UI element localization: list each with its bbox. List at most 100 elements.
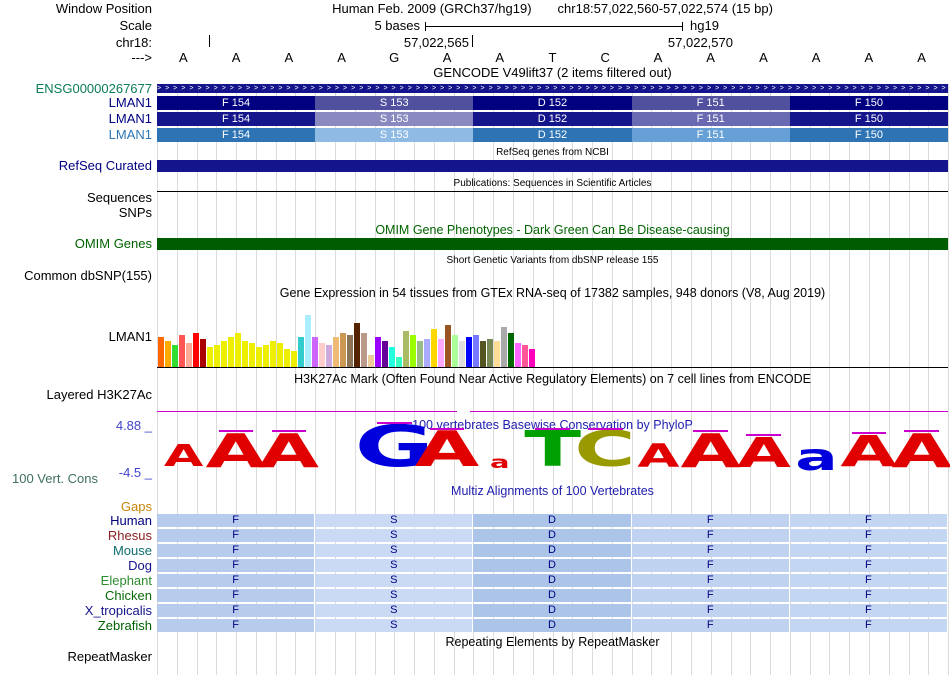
gtex-tissue-bar[interactable]	[298, 337, 304, 367]
gtex-tissue-bar[interactable]	[410, 335, 416, 367]
gtex-tissue-bar[interactable]	[354, 323, 360, 367]
gtex-tissue-bar[interactable]	[522, 345, 528, 367]
gtex-tissue-bar[interactable]	[284, 349, 290, 367]
gtex-tissue-bar[interactable]	[326, 345, 332, 367]
phylop-track-label[interactable]: 100 Vert. Cons	[12, 471, 98, 486]
alignment-segment[interactable]: F	[631, 559, 789, 572]
alignment-segment[interactable]: F	[157, 589, 315, 602]
alignment-segment[interactable]: F	[157, 559, 315, 572]
gtex-tissue-bar[interactable]	[235, 333, 241, 367]
transcript-row[interactable]: F 154 S 153 D 152 F 151 F 150	[157, 128, 948, 142]
alignment-segment[interactable]: D	[473, 604, 631, 617]
alignment-segment[interactable]: F	[789, 589, 947, 602]
alignment-segment[interactable]: F	[157, 604, 315, 617]
alignment-segment[interactable]: F	[789, 514, 947, 527]
gene-extent-bar[interactable]: >>>>>>>>>>>>>>>>>>>>>>>>>>>>>>>>>>>>>>>>…	[157, 84, 948, 93]
species-label[interactable]: Dog	[128, 558, 152, 573]
gtex-tissue-bar[interactable]	[459, 341, 465, 367]
species-label[interactable]: Human	[110, 513, 152, 528]
codon-segment[interactable]: F 151	[631, 112, 790, 126]
gtex-tissue-bar[interactable]	[256, 347, 262, 367]
sequences-label[interactable]: Sequences	[86, 190, 152, 205]
gtex-tissue-bar[interactable]	[277, 343, 283, 367]
alignment-segment[interactable]: F	[157, 529, 315, 542]
gtex-tissue-bar[interactable]	[186, 343, 192, 367]
alignment-segment[interactable]: F	[789, 529, 947, 542]
transcript-label[interactable]: LMAN1	[108, 95, 152, 110]
codon-segment[interactable]: S 153	[315, 128, 474, 142]
gtex-tissue-bar[interactable]	[424, 339, 430, 367]
dbsnp-label[interactable]: Common dbSNP(155)	[24, 268, 152, 283]
alignment-segment[interactable]: F	[789, 544, 947, 557]
species-label[interactable]: Chicken	[105, 588, 152, 603]
transcript-row[interactable]: F 154 S 153 D 152 F 151 F 150	[157, 112, 948, 126]
gtex-tissue-bar[interactable]	[389, 347, 395, 367]
gtex-tissue-bar[interactable]	[347, 335, 353, 367]
codon-segment[interactable]: D 152	[473, 96, 632, 110]
alignment-segment[interactable]: F	[631, 589, 789, 602]
species-label[interactable]: Mouse	[112, 543, 152, 558]
gtex-tissue-bar[interactable]	[312, 337, 318, 367]
species-label[interactable]: X_tropicalis	[84, 603, 152, 618]
gtex-tissue-bar[interactable]	[214, 345, 220, 367]
gtex-tissue-bar[interactable]	[382, 341, 388, 367]
gtex-tissue-bar[interactable]	[473, 335, 479, 367]
alignment-segment[interactable]: S	[315, 514, 473, 527]
transcript-label[interactable]: LMAN1	[108, 127, 152, 142]
omim-bar[interactable]	[157, 238, 948, 250]
gtex-tissue-bar[interactable]	[529, 349, 535, 367]
alignment-segment[interactable]: F	[157, 544, 315, 557]
alignment-segment[interactable]: S	[315, 574, 473, 587]
gtex-tissue-bar[interactable]	[501, 327, 507, 367]
alignment-segment[interactable]: S	[315, 589, 473, 602]
gtex-tissue-bar[interactable]	[207, 347, 213, 367]
alignment-segment[interactable]: F	[157, 514, 315, 527]
gtex-tissue-bar[interactable]	[193, 333, 199, 367]
alignment-segment[interactable]: S	[315, 559, 473, 572]
alignment-segment[interactable]: F	[631, 619, 789, 632]
alignment-segment[interactable]: F	[631, 514, 789, 527]
codon-segment[interactable]: F 151	[631, 128, 790, 142]
codon-segment[interactable]: S 153	[315, 112, 474, 126]
transcript-label[interactable]: LMAN1	[108, 111, 152, 126]
codon-segment[interactable]: D 152	[473, 112, 632, 126]
alignment-segment[interactable]: F	[789, 619, 947, 632]
codon-segment[interactable]: F 154	[157, 128, 316, 142]
gtex-tissue-bar[interactable]	[319, 343, 325, 367]
alignment-segment[interactable]: F	[789, 559, 947, 572]
gtex-tissue-bar[interactable]	[305, 315, 311, 367]
alignment-segment[interactable]: D	[473, 529, 631, 542]
gtex-tissue-bar[interactable]	[480, 341, 486, 367]
gtex-gene-label[interactable]: LMAN1	[108, 329, 152, 344]
gtex-tissue-bar[interactable]	[452, 335, 458, 367]
alignment-segment[interactable]: D	[473, 544, 631, 557]
gtex-tissue-bar[interactable]	[417, 341, 423, 367]
gtex-tissue-bar[interactable]	[263, 345, 269, 367]
transcript-row[interactable]: F 154 S 153 D 152 F 151 F 150	[157, 96, 948, 110]
gtex-tissue-bar[interactable]	[445, 325, 451, 367]
gtex-tissue-bar[interactable]	[165, 341, 171, 367]
gtex-tissue-bar[interactable]	[515, 343, 521, 367]
gtex-tissue-bar[interactable]	[403, 331, 409, 367]
omim-label[interactable]: OMIM Genes	[74, 236, 152, 251]
gtex-tissue-bar[interactable]	[487, 339, 493, 367]
codon-segment[interactable]: D 152	[473, 128, 632, 142]
species-label[interactable]: Rhesus	[107, 528, 152, 543]
alignment-segment[interactable]: S	[315, 544, 473, 557]
alignment-segment[interactable]: F	[157, 574, 315, 587]
gtex-tissue-bar[interactable]	[200, 339, 206, 367]
h3k27ac-label[interactable]: Layered H3K27Ac	[46, 387, 152, 402]
gtex-tissue-bar[interactable]	[333, 337, 339, 367]
codon-segment[interactable]: F 154	[157, 112, 316, 126]
refseq-label[interactable]: RefSeq Curated	[58, 158, 152, 173]
gtex-tissue-bar[interactable]	[179, 335, 185, 367]
alignment-segment[interactable]: S	[315, 529, 473, 542]
gtex-tissue-bar[interactable]	[431, 329, 437, 367]
gene-id-label[interactable]: ENSG00000267677	[35, 81, 152, 96]
